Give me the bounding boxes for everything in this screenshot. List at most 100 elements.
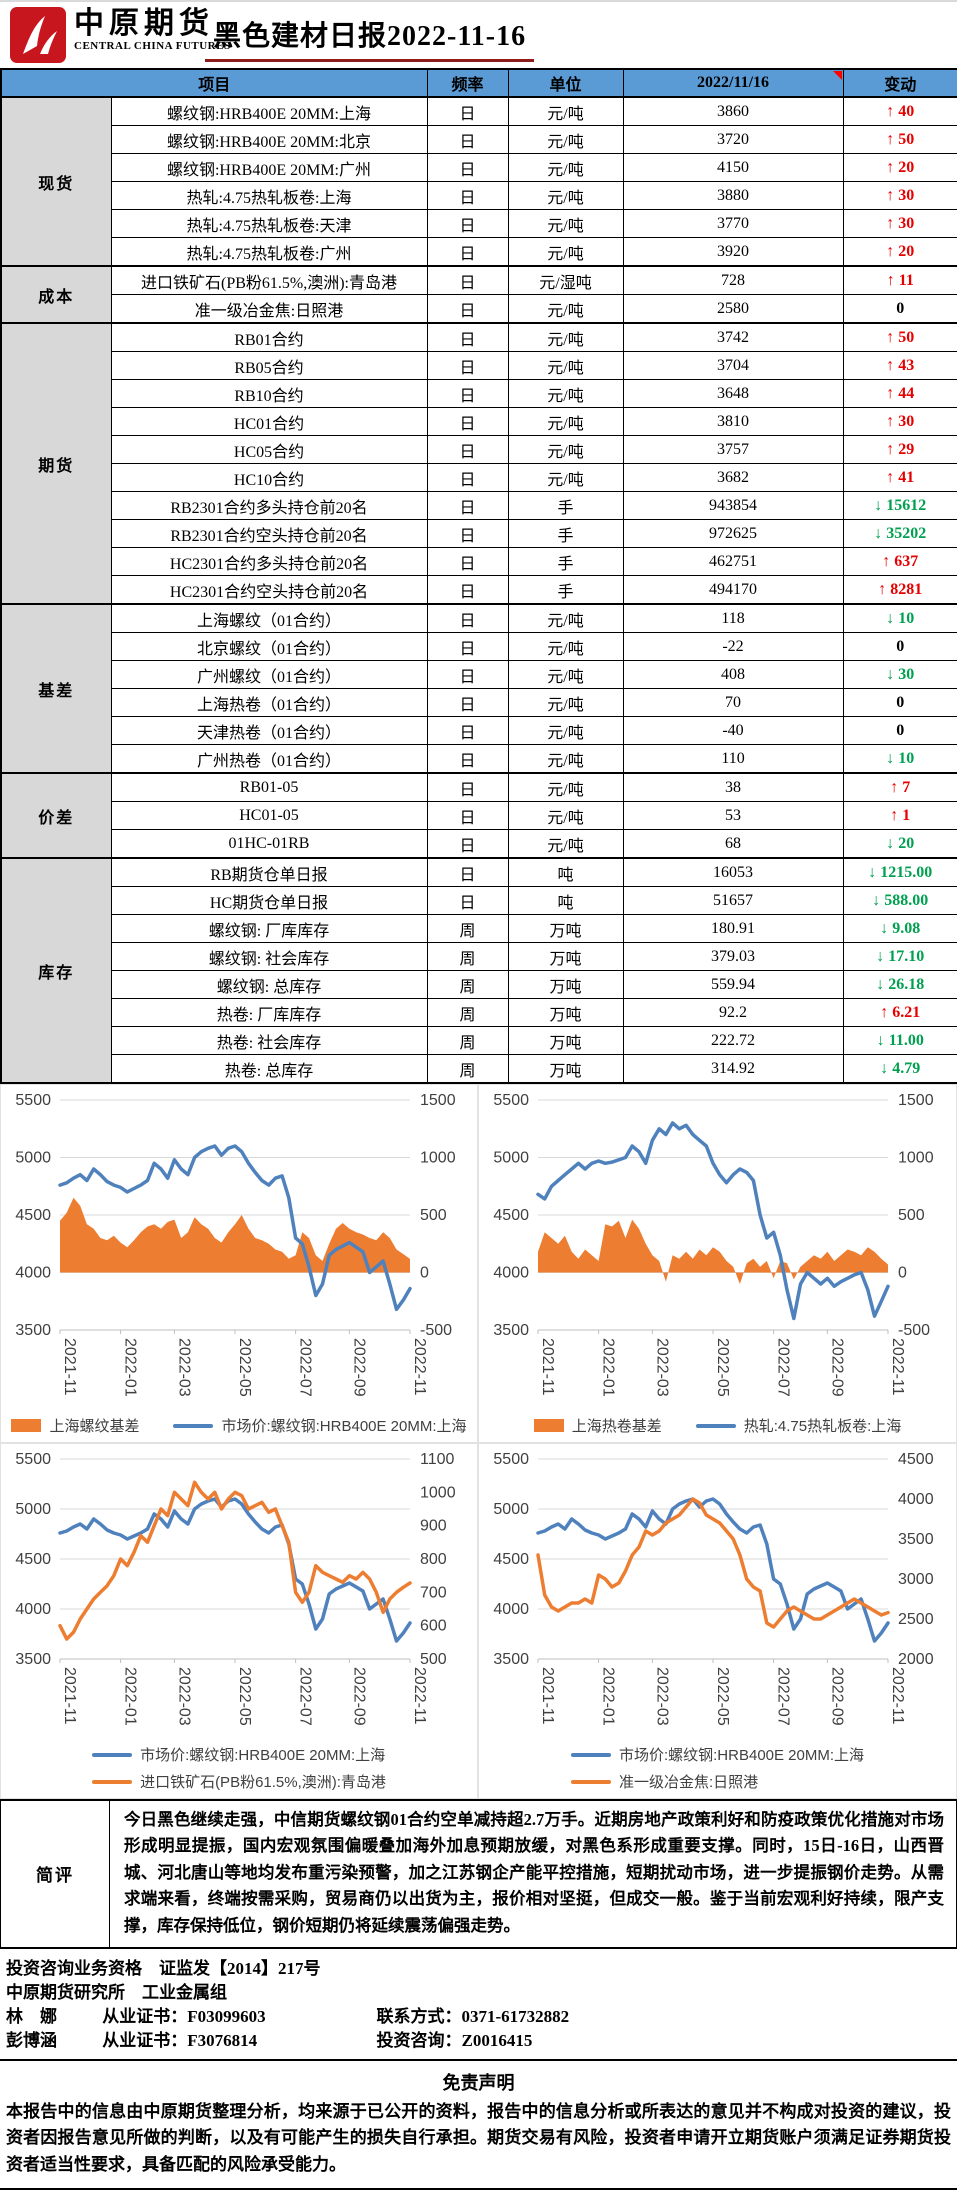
item-cell: 热卷: 社会库存 <box>110 1026 428 1055</box>
value-cell: 3648 <box>622 379 844 408</box>
frequency-cell: 日 <box>426 294 509 324</box>
change-down-arrow: ↓ 9.08 <box>880 919 921 937</box>
section-label: 基差 <box>0 603 112 774</box>
change-cell: ↑ 1 <box>842 801 957 830</box>
svg-text:2022-03: 2022-03 <box>175 1667 192 1726</box>
frequency-cell: 日 <box>426 744 509 774</box>
credentials-block: 投资咨询业务资格 证监发【2014】217号 中原期货研究所 工业金属组 林 娜… <box>0 1949 957 2059</box>
item-cell: 螺纹钢: 厂库库存 <box>110 914 428 943</box>
analyst-line: 林 娜 从业证书：F03099603 联系方式：0371-61732882 <box>6 2005 951 2029</box>
change-up-arrow: ↑ 50 <box>886 328 915 346</box>
svg-text:2022-01: 2022-01 <box>122 1667 139 1726</box>
table-row: 螺纹钢: 厂库库存周万吨 180.91 ↓ 9.08 <box>1 914 957 943</box>
table-row: 基差 上海螺纹（01合约）日元/吨 118 ↓ 10 <box>0 603 957 774</box>
svg-text:2021-11: 2021-11 <box>61 1338 78 1396</box>
frequency-cell: 日 <box>426 688 509 717</box>
svg-text:4500: 4500 <box>15 1551 51 1568</box>
change-cell: ↓ 20 <box>842 829 957 859</box>
change-cell: ↑ 6.21 <box>842 998 957 1027</box>
chart-iron-ore-panel: 3500 4000 4500 5000 5500 500 600 700 800 900 1000 1… <box>0 1443 478 1799</box>
change-cell: ↓ 10 <box>842 744 957 774</box>
item-cell: 上海热卷（01合约） <box>110 688 428 717</box>
svg-text:2022-09: 2022-09 <box>350 1338 367 1397</box>
legend-swatch-icon <box>533 1419 564 1432</box>
unit-cell: 手 <box>507 491 624 520</box>
section-label: 期货 <box>0 322 112 605</box>
svg-text:5500: 5500 <box>493 1451 529 1468</box>
table-row: 热卷: 厂库库存周万吨 92.2 ↑ 6.21 <box>1 998 957 1027</box>
value-cell: 3720 <box>622 125 844 154</box>
svg-text:800: 800 <box>420 1551 447 1568</box>
change-up-arrow: ↑ 30 <box>886 214 915 232</box>
table-row: HC05合约日元/吨 3757 ↑ 29 <box>1 435 957 464</box>
frequency-cell: 日 <box>426 886 509 915</box>
change-cell: ↑ 30 <box>842 209 957 238</box>
unit-cell: 元/吨 <box>507 435 624 464</box>
frequency-cell: 日 <box>426 660 509 689</box>
chart-iron-ore-canvas: 3500 4000 4500 5000 5500 500 600 700 800 900 1000 1… <box>4 1447 474 1742</box>
svg-text:3500: 3500 <box>15 1322 51 1339</box>
frequency-cell: 日 <box>426 829 509 859</box>
frequency-cell: 日 <box>426 181 509 210</box>
item-cell: RB期货仓单日报 <box>110 857 428 887</box>
frequency-cell: 周 <box>426 1054 509 1084</box>
frequency-cell: 日 <box>426 632 509 661</box>
item-cell: 螺纹钢: 总库存 <box>110 970 428 999</box>
item-cell: RB10合约 <box>110 379 428 408</box>
value-cell: 379.03 <box>622 942 844 971</box>
chart-rebar-basis-canvas: 3500 4000 4500 5000 5500 -500 0 500 1000 1500 2021… <box>4 1088 474 1413</box>
svg-text:4000: 4000 <box>15 1601 51 1618</box>
svg-text:4000: 4000 <box>898 1491 934 1508</box>
change-cell: ↓ 17.10 <box>842 942 957 971</box>
frequency-cell: 日 <box>426 491 509 520</box>
disclaimer-text: 本报告中的信息由中原期货整理分析，均来源于已公开的资料，报告中的信息分析或所表达… <box>6 2101 951 2174</box>
report-title: 黑色建材日报2022-11-16 <box>205 14 535 62</box>
table-row: 热卷: 总库存周万吨 314.92 ↓ 4.79 <box>1 1054 957 1084</box>
table-row: HC2301合约空头持仓前20名日手 494170 ↑ 8281 <box>1 575 957 605</box>
value-cell: 3704 <box>622 351 844 380</box>
unit-cell: 元/吨 <box>507 351 624 380</box>
change-down-arrow: ↓ 4.79 <box>880 1059 921 1077</box>
change-cell: ↑ 29 <box>842 435 957 464</box>
frequency-cell: 日 <box>426 463 509 492</box>
svg-text:500: 500 <box>898 1207 925 1224</box>
frequency-cell: 日 <box>426 407 509 436</box>
svg-text:2022-05: 2022-05 <box>236 1667 253 1726</box>
legend-swatch-icon <box>173 1423 214 1428</box>
unit-cell: 万吨 <box>507 914 624 943</box>
svg-text:2022-01: 2022-01 <box>122 1338 139 1397</box>
change-cell: 0 <box>842 294 957 324</box>
item-cell: 螺纹钢:HRB400E 20MM:北京 <box>110 125 428 154</box>
unit-cell: 元/吨 <box>507 744 624 774</box>
change-zero: 0 <box>896 693 905 711</box>
change-cell: ↓ 26.18 <box>842 970 957 999</box>
svg-text:5500: 5500 <box>493 1092 529 1109</box>
svg-text:5000: 5000 <box>493 1501 529 1518</box>
item-cell: 准一级冶金焦:日照港 <box>110 294 428 324</box>
legend-swatch-icon <box>92 1779 133 1784</box>
table-row: 螺纹钢:HRB400E 20MM:北京日元/吨 3720 ↑ 50 <box>1 125 957 154</box>
company-name-en: CENTRAL CHINA FUTURES <box>74 40 231 52</box>
org-line: 中原期货研究所 工业金属组 <box>6 1982 227 2002</box>
svg-text:4000: 4000 <box>15 1265 51 1282</box>
value-cell: 3810 <box>622 407 844 436</box>
svg-text:500: 500 <box>420 1651 447 1668</box>
change-up-arrow: ↑ 29 <box>886 440 915 458</box>
unit-cell: 手 <box>507 519 624 548</box>
table-row: 广州螺纹（01合约）日元/吨 408 ↓ 30 <box>1 660 957 689</box>
svg-text:5500: 5500 <box>15 1092 51 1109</box>
chart-rebar-basis-panel: 3500 4000 4500 5000 5500 -500 0 500 1000 1500 2021… <box>0 1084 478 1443</box>
disclaimer-title: 免责声明 <box>442 2072 515 2093</box>
unit-cell: 元/吨 <box>507 688 624 717</box>
change-up-arrow: ↑ 20 <box>886 158 915 176</box>
svg-text:1500: 1500 <box>420 1092 456 1109</box>
legend-stack: 市场价:螺纹钢:HRB400E 20MM:上海 准一级冶金焦:日照港 <box>570 1744 864 1792</box>
col-header-item: 项目 <box>0 68 428 98</box>
unit-cell: 元/吨 <box>507 322 624 352</box>
legend-swatch-icon <box>695 1423 736 1428</box>
svg-text:2022-11: 2022-11 <box>411 1338 428 1396</box>
svg-text:2500: 2500 <box>898 1611 934 1628</box>
legend-item: 进口铁矿石(PB粉61.5%,澳洲):青岛港 <box>92 1771 386 1792</box>
frequency-cell: 周 <box>426 1026 509 1055</box>
svg-text:4500: 4500 <box>493 1551 529 1568</box>
